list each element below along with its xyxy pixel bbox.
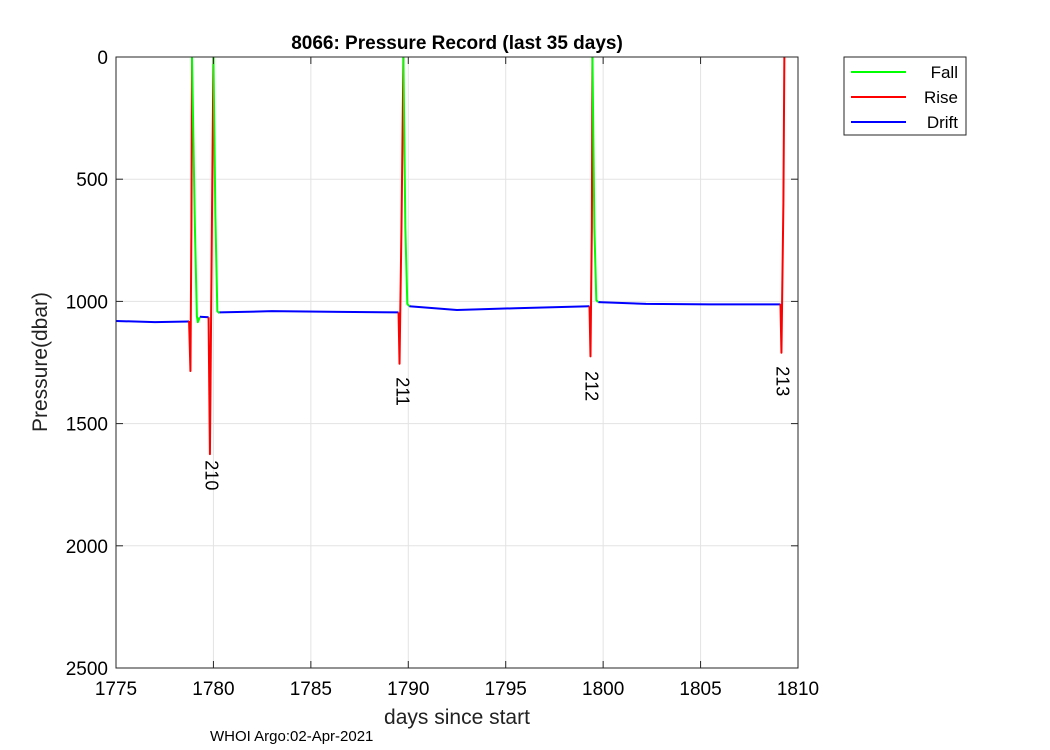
drift-series-line (115, 319, 190, 324)
fall-series-line (591, 56, 599, 303)
legend: Fall Rise Drift (843, 56, 967, 136)
cycle-label: 213 (772, 366, 792, 396)
x-tick-label: 1790 (387, 679, 429, 700)
drift-series-line (219, 310, 399, 314)
plot-frame (115, 56, 799, 669)
fall-series-line (212, 56, 220, 314)
axis-ticks: 1775 1780 1785 1790 1795 1800 1805 1810 0 500 1000… (66, 48, 819, 700)
rise-series-line (779, 56, 786, 354)
fall-series-line (190, 56, 201, 324)
legend-label-rise: Rise (924, 88, 958, 107)
legend-label-fall: Fall (931, 63, 958, 82)
x-tick-label: 1780 (192, 679, 234, 700)
y-tick-label: 500 (76, 170, 108, 191)
cycle-label: 211 (392, 377, 412, 406)
y-tick-label: 1500 (66, 415, 108, 436)
drift-series-line (409, 305, 590, 311)
y-tick-label: 1000 (66, 292, 108, 313)
x-tick-label: 1805 (679, 679, 721, 700)
chart-title: 8066: Pressure Record (last 35 days) (291, 33, 623, 54)
x-tick-label: 1800 (582, 679, 624, 700)
legend-label-drift: Drift (927, 113, 958, 132)
rise-series-line (207, 56, 215, 456)
x-axis-label: days since start (384, 706, 530, 729)
x-tick-label: 1795 (485, 679, 527, 700)
drift-series-line (598, 301, 781, 306)
rise-series-line (397, 56, 405, 365)
plot-area (116, 57, 798, 668)
rise-series-line (188, 56, 193, 373)
rise-series-line (588, 56, 594, 358)
x-tick-label: 1775 (95, 679, 137, 700)
series-lines (115, 56, 786, 456)
cycle-annotations: 210 211 212 213 (202, 366, 793, 490)
x-tick-label: 1785 (290, 679, 332, 700)
footer-text: WHOI Argo:02-Apr-2021 (210, 728, 373, 745)
y-tick-label: 2000 (66, 537, 108, 558)
fall-series-line (402, 56, 411, 307)
y-axis-label: Pressure(dbar) (29, 292, 52, 432)
x-tick-label: 1810 (777, 679, 819, 700)
cycle-label: 210 (202, 460, 222, 490)
y-tick-label: 0 (97, 48, 108, 69)
y-tick-label: 2500 (66, 659, 108, 680)
cycle-label: 212 (582, 371, 602, 401)
